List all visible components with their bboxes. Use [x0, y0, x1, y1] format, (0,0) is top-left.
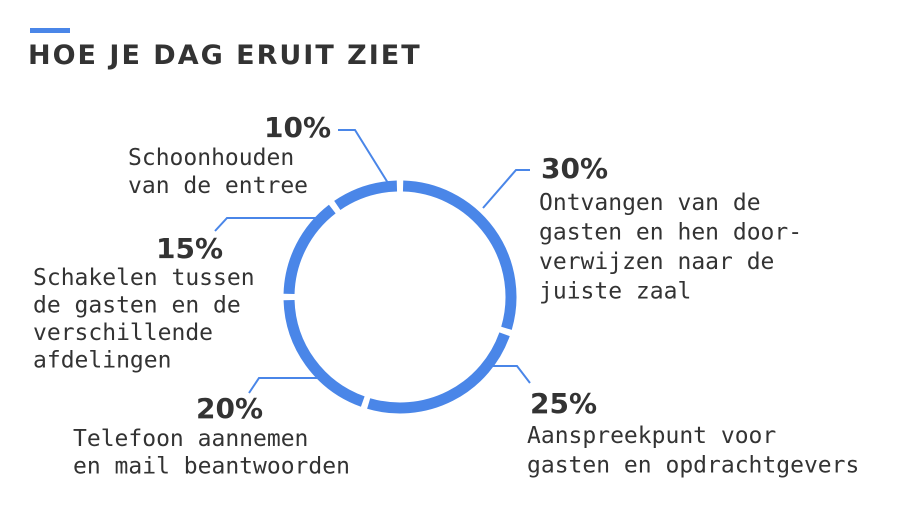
- slice-labels: 30% Ontvangen van de gasten en hen door-ve…: [33, 111, 859, 480]
- slice-percentage: 20%: [196, 392, 263, 425]
- slice-description-line: verwijzen naar de: [539, 249, 774, 275]
- leader-line: [482, 169, 530, 209]
- slice-description-line: Aanspreekpunt voor: [527, 423, 776, 449]
- leader-line: [485, 365, 531, 384]
- slice-description-line: afdelingen: [33, 348, 171, 374]
- slice-percentage: 15%: [156, 232, 223, 265]
- slice-description-line: Schoonhouden: [128, 145, 294, 171]
- page-title: HOE JE DAG ERUIT ZIET: [28, 40, 422, 71]
- slice-percentage: 25%: [530, 387, 597, 420]
- donut-segment: [334, 180, 398, 211]
- slice-description-line: gasten en opdrachtgevers: [527, 453, 859, 479]
- slice-description-line: Telefoon aannemen: [73, 426, 308, 452]
- donut-segment: [367, 332, 510, 414]
- donut-segment: [402, 180, 517, 330]
- donut-segment: [283, 204, 336, 295]
- leader-line: [248, 377, 317, 394]
- slice-description-line: en mail beantwoorden: [73, 454, 350, 480]
- slice-description-line: juiste zaal: [539, 279, 691, 305]
- slice-description-line: verschillende: [33, 320, 213, 346]
- slice-percentage: 30%: [541, 152, 608, 185]
- slice-percentage: 10%: [264, 111, 331, 144]
- title-accent-bar: [30, 28, 70, 33]
- leader-lines: [214, 129, 531, 394]
- slice-description-line: van de entree: [128, 173, 308, 199]
- leader-line: [214, 217, 327, 232]
- slice-description-line: Schakelen tussen: [33, 265, 255, 291]
- slice-description-line: gasten en hen door-: [539, 220, 802, 246]
- leader-line: [338, 129, 389, 184]
- slice-description-line: Ontvangen van de: [539, 190, 761, 216]
- donut-ring: [283, 180, 517, 414]
- donut-segment: [283, 299, 365, 407]
- slice-description-line: de gasten en de: [33, 293, 241, 319]
